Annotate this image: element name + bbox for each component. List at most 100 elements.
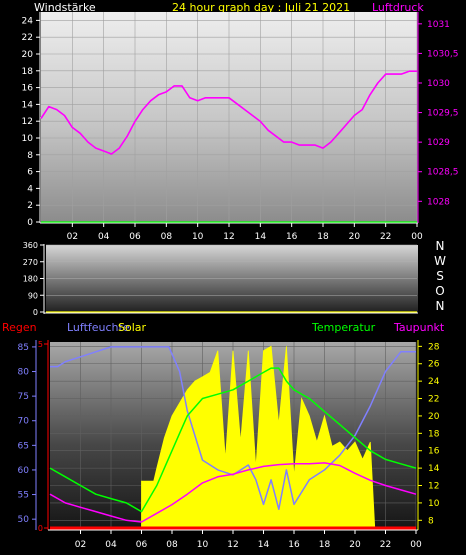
climate-panel: Regen Luftfeuchte Solar Temperatur Taupu… bbox=[2, 321, 445, 550]
climate-x-axis-tick-label: 00 bbox=[410, 540, 422, 550]
x-axis-tick-label: 06 bbox=[129, 232, 141, 242]
x-axis-tick-label: 22 bbox=[380, 232, 391, 242]
rain-axis-tick-label: 5 bbox=[38, 340, 43, 349]
series-line-luftdruck bbox=[40, 70, 417, 155]
x-axis-tick-label: 04 bbox=[98, 232, 110, 242]
climate-x-axis-tick-label: 02 bbox=[75, 540, 86, 550]
right-axis-tick-label: 1028,5 bbox=[427, 168, 459, 178]
climate-x-axis-tick-label: 14 bbox=[258, 540, 270, 550]
temp-axis-tick-label: 22 bbox=[428, 395, 439, 405]
pressure-series bbox=[40, 70, 417, 223]
series-line-taupunkt bbox=[49, 462, 417, 523]
climate-x-axis-tick-label: 16 bbox=[288, 540, 300, 550]
climate-x-axis-tick-label: 10 bbox=[197, 540, 209, 550]
chart-title: 24 hour graph day : Juli 21 2021 bbox=[172, 1, 350, 14]
temp-axis-tick-label: 18 bbox=[428, 429, 440, 439]
legend-solar: Solar bbox=[118, 321, 147, 334]
climate-x-axis-tick-label: 12 bbox=[227, 540, 238, 550]
climate-x-axis-tick-label: 06 bbox=[136, 540, 148, 550]
direction-label: N bbox=[436, 239, 445, 253]
x-axis-tick-label: 00 bbox=[411, 232, 423, 242]
left-axis-title: Windstärke bbox=[34, 1, 96, 14]
climate-x-axis-tick-label: 04 bbox=[105, 540, 117, 550]
climate-x-axis-tick-label: 22 bbox=[380, 540, 391, 550]
right-axis-title: Luftdruck bbox=[372, 1, 424, 14]
climate-series bbox=[49, 345, 417, 530]
rain-axis-ticks: 05 bbox=[38, 340, 48, 533]
pressure-grid bbox=[41, 12, 418, 223]
x-axis-tick-label: 14 bbox=[255, 232, 267, 242]
humidity-axis-tick-label: 50 bbox=[18, 515, 30, 525]
wind-axis-ticks: 0 90 180 270 360 bbox=[23, 241, 44, 317]
legend-taupunkt: Taupunkt bbox=[393, 321, 445, 334]
left-axis-tick-label: 6 bbox=[27, 168, 33, 178]
left-axis-tick-label: 12 bbox=[22, 117, 33, 127]
direction-label: S bbox=[436, 269, 444, 283]
temp-axis-tick-label: 12 bbox=[428, 482, 439, 492]
x-axis-tick-label: 12 bbox=[223, 232, 234, 242]
direction-label: N bbox=[436, 299, 445, 313]
humidity-axis-tick-label: 85 bbox=[18, 343, 29, 353]
series-line-temperatur bbox=[49, 367, 417, 513]
x-axis-tick-label: 08 bbox=[161, 232, 173, 242]
humidity-axis-tick-label: 80 bbox=[18, 368, 30, 378]
left-axis-tick-label: 4 bbox=[27, 184, 33, 194]
right-axis-tick-label: 1028 bbox=[427, 197, 450, 207]
climate-x-axis-ticks: 02 04 06 08 10 12 14 16 18 20 22 00 bbox=[75, 530, 422, 550]
temp-axis-tick-label: 14 bbox=[428, 464, 440, 474]
right-axis-tick-label: 1031 bbox=[427, 20, 450, 30]
humidity-axis-ticks: 50 55 60 65 70 75 80 85 bbox=[18, 343, 36, 525]
wind-axis-tick-label: 0 bbox=[33, 308, 38, 317]
right-axis-tick-label: 1030,5 bbox=[427, 49, 459, 59]
climate-x-axis-tick-label: 20 bbox=[349, 540, 361, 550]
left-axis-tick-label: 10 bbox=[22, 134, 34, 144]
wind-axis-tick-label: 270 bbox=[23, 258, 38, 267]
direction-label: W bbox=[434, 254, 446, 268]
x-axis-tick-label: 20 bbox=[349, 232, 361, 242]
humidity-axis-tick-label: 65 bbox=[18, 441, 29, 451]
left-axis-tick-label: 0 bbox=[27, 218, 33, 228]
left-axis-tick-label: 20 bbox=[22, 50, 34, 60]
x-axis-tick-label: 18 bbox=[317, 232, 329, 242]
wind-axis-tick-label: 90 bbox=[28, 291, 38, 300]
x-axis-ticks: 02 04 06 08 10 12 14 16 18 20 22 00 bbox=[67, 223, 423, 242]
climate-x-axis-tick-label: 08 bbox=[166, 540, 178, 550]
series-area-solar bbox=[141, 345, 376, 530]
left-axis-tick-label: 14 bbox=[22, 100, 34, 110]
temp-axis-tick-label: 20 bbox=[428, 412, 440, 422]
left-axis-tick-label: 22 bbox=[22, 33, 33, 43]
temp-axis-tick-label: 26 bbox=[428, 360, 440, 370]
right-axis-tick-label: 1029 bbox=[427, 138, 450, 148]
left-axis-tick-label: 24 bbox=[22, 16, 34, 26]
wind-axis-tick-label: 360 bbox=[23, 241, 38, 250]
temp-axis-tick-label: 8 bbox=[428, 516, 434, 526]
right-axis-tick-label: 1029,5 bbox=[427, 109, 459, 119]
humidity-axis-tick-label: 75 bbox=[18, 392, 29, 402]
x-axis-tick-label: 02 bbox=[67, 232, 78, 242]
left-axis-tick-label: 8 bbox=[27, 151, 33, 161]
temp-axis-tick-label: 28 bbox=[428, 342, 440, 352]
x-axis-tick-label: 16 bbox=[286, 232, 298, 242]
right-axis-ticks: 1028 1028,5 1029 1029,5 1030 1030,5 1031 bbox=[418, 20, 459, 207]
humidity-axis-tick-label: 60 bbox=[18, 466, 30, 476]
x-axis-tick-label: 10 bbox=[192, 232, 204, 242]
right-axis-tick-label: 1030 bbox=[427, 79, 450, 89]
humidity-axis-tick-label: 55 bbox=[18, 491, 29, 501]
wind-axis-tick-label: 180 bbox=[23, 275, 38, 284]
direction-label: O bbox=[435, 284, 444, 298]
rain-axis-tick-label: 0 bbox=[38, 524, 43, 533]
left-axis-tick-label: 18 bbox=[22, 67, 34, 77]
humidity-axis-tick-label: 70 bbox=[18, 417, 30, 427]
temp-axis-tick-label: 24 bbox=[428, 377, 440, 387]
climate-x-axis-tick-label: 18 bbox=[319, 540, 331, 550]
temp-axis-tick-label: 10 bbox=[428, 499, 440, 509]
legend-temperatur: Temperatur bbox=[311, 321, 376, 334]
pressure-panel: Windstärke 24 hour graph day : Juli 21 2… bbox=[22, 1, 459, 242]
legend-regen: Regen bbox=[2, 321, 37, 334]
temp-axis-tick-label: 16 bbox=[428, 447, 440, 457]
left-axis-tick-label: 16 bbox=[22, 84, 34, 94]
temp-axis-ticks: 8 10 12 14 16 18 20 22 24 26 28 bbox=[418, 342, 440, 526]
